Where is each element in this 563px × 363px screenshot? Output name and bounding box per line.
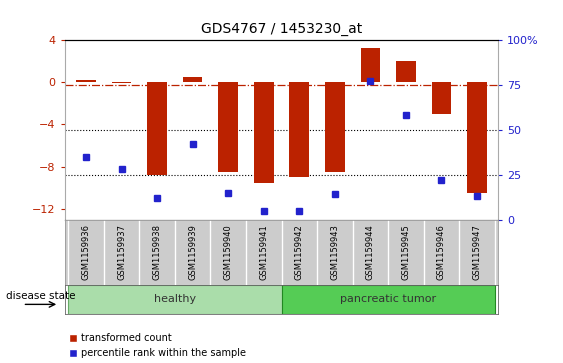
Text: GSM1159944: GSM1159944 (366, 224, 375, 280)
Bar (467, 82, 486, 193)
Bar (112, 82, 131, 83)
Text: pancreatic tumor: pancreatic tumor (340, 294, 436, 305)
Text: GSM1159942: GSM1159942 (295, 224, 304, 280)
Bar (289, 82, 309, 178)
Text: GSM1159937: GSM1159937 (117, 224, 126, 280)
Text: GSM1159939: GSM1159939 (188, 224, 197, 280)
Text: GSM1159945: GSM1159945 (401, 224, 410, 280)
Bar (396, 61, 415, 82)
Text: GSM1159938: GSM1159938 (153, 224, 162, 280)
Bar (360, 48, 380, 82)
Bar (254, 82, 274, 183)
Bar (325, 82, 345, 172)
Title: GDS4767 / 1453230_at: GDS4767 / 1453230_at (201, 22, 362, 36)
Bar (148, 82, 167, 175)
Text: GSM1159946: GSM1159946 (437, 224, 446, 280)
Text: healthy: healthy (154, 294, 196, 305)
Bar (432, 82, 451, 114)
Bar (68, 285, 282, 314)
Text: GSM1159941: GSM1159941 (259, 224, 268, 280)
Bar (77, 80, 96, 82)
Text: disease state: disease state (6, 291, 75, 301)
Bar (282, 285, 495, 314)
Legend: transformed count, percentile rank within the sample: transformed count, percentile rank withi… (70, 333, 246, 358)
Text: GSM1159940: GSM1159940 (224, 224, 233, 280)
Bar (218, 82, 238, 172)
Text: GSM1159936: GSM1159936 (82, 224, 91, 280)
Text: GSM1159947: GSM1159947 (472, 224, 481, 280)
Bar (183, 77, 203, 82)
Text: GSM1159943: GSM1159943 (330, 224, 339, 280)
